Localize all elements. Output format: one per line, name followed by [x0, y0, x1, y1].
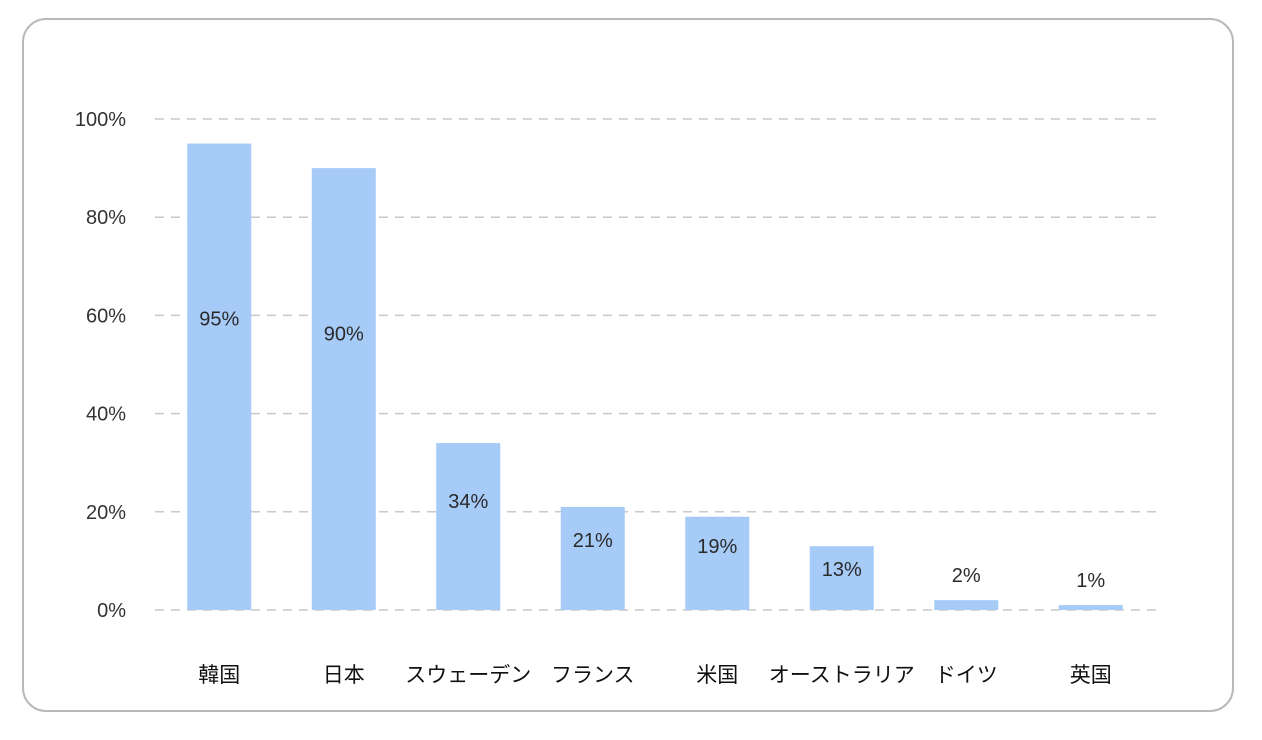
category-label: ドイツ: [935, 663, 998, 687]
grid-lines: [155, 118, 1158, 611]
bars: [187, 143, 1123, 611]
data-label: 95%: [199, 308, 239, 330]
category-label: 日本: [323, 663, 365, 687]
category-label: オーストラリア: [769, 663, 915, 687]
y-tick-label: 20%: [86, 502, 126, 524]
y-tick-label: 80%: [86, 207, 126, 229]
bar: [809, 546, 874, 610]
data-label: 19%: [697, 536, 737, 558]
bar: [311, 168, 376, 610]
category-label: 英国: [1070, 663, 1112, 687]
category-label: 韓国: [198, 663, 240, 687]
bar: [1058, 605, 1123, 610]
bar: [560, 506, 625, 610]
bar: [436, 443, 501, 610]
data-label: 2%: [952, 565, 981, 587]
y-tick-label: 100%: [75, 109, 126, 131]
y-axis-ticks: 0% 20% 40% 60% 80% 100%: [75, 109, 126, 622]
category-label: フランス: [551, 663, 635, 687]
data-label: 1%: [1076, 570, 1105, 592]
data-label: 13%: [822, 559, 862, 581]
data-label: 34%: [448, 491, 488, 513]
data-label: 21%: [573, 530, 613, 552]
data-label: 90%: [324, 323, 364, 345]
bar: [187, 143, 252, 611]
x-axis-categories: 韓国 日本 スウェーデン フランス 米国 オーストラリア ドイツ 英国: [198, 663, 1112, 687]
y-tick-label: 0%: [97, 600, 126, 622]
y-tick-label: 40%: [86, 404, 126, 426]
category-label: 米国: [696, 663, 738, 687]
y-tick-label: 60%: [86, 305, 126, 327]
category-label: スウェーデン: [405, 663, 531, 687]
bar: [685, 516, 750, 610]
bar: [934, 600, 999, 610]
data-labels: 95% 90% 34% 21% 19% 13% 2% 1%: [199, 308, 1105, 592]
